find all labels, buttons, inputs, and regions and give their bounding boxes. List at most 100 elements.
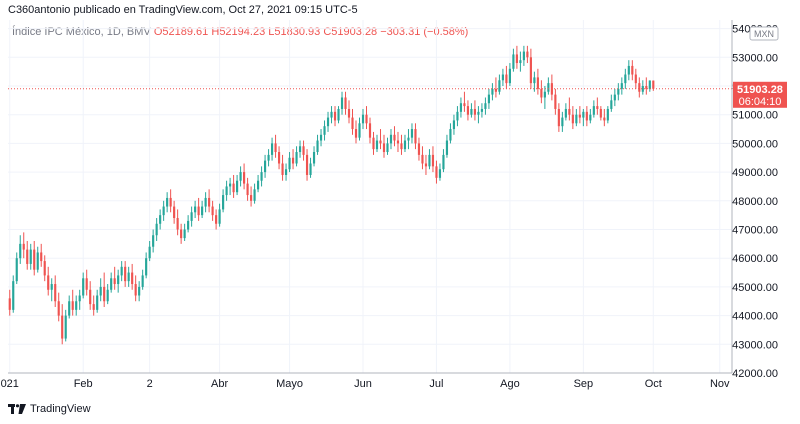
candle <box>589 108 592 124</box>
candle <box>400 134 403 155</box>
candle <box>145 252 148 279</box>
candle <box>417 137 421 161</box>
candle <box>155 218 158 241</box>
candle-body <box>337 108 340 121</box>
candle-body <box>540 88 543 98</box>
candle-body <box>204 197 207 207</box>
candle-body <box>162 206 165 216</box>
candle <box>236 174 239 196</box>
candle <box>29 243 32 270</box>
candle <box>159 209 162 230</box>
price-tick-label: 50000.00 <box>732 138 778 150</box>
candle <box>620 77 623 95</box>
candle-body <box>473 108 477 115</box>
currency-badge[interactable]: MXN <box>749 26 779 41</box>
candle <box>295 146 298 167</box>
candle <box>396 131 400 153</box>
candle-body <box>515 54 518 64</box>
price-axis: 42000.00 43000.00 44000.00 45000.00 46000.00… <box>732 24 778 380</box>
candle <box>449 123 452 144</box>
candle-body <box>498 80 501 92</box>
last-price-value: 51903.28 <box>737 84 783 96</box>
candle <box>197 197 200 221</box>
candle <box>393 126 396 147</box>
candle <box>19 235 22 264</box>
candle-body <box>613 94 616 101</box>
time-tick-label: Mayo <box>276 378 303 390</box>
candle-body <box>606 108 609 121</box>
price-tick-label: 46000.00 <box>732 253 778 265</box>
candle-body <box>599 108 602 118</box>
candle-body <box>417 143 421 155</box>
candle-body <box>526 51 529 58</box>
candle-body <box>183 229 186 239</box>
candle <box>536 68 539 95</box>
candle-body <box>12 281 15 310</box>
candle <box>445 134 449 158</box>
candle-body <box>428 154 431 167</box>
candle-body <box>564 108 567 118</box>
candle-body <box>305 154 309 175</box>
candle <box>351 108 354 135</box>
candle-body <box>354 129 358 138</box>
candle-body <box>270 143 274 155</box>
candle <box>641 80 644 95</box>
candle <box>575 108 578 127</box>
candle-body <box>435 166 438 178</box>
candle-body <box>249 195 253 201</box>
candle-body <box>393 134 396 141</box>
candle <box>312 146 316 167</box>
candle <box>508 63 511 87</box>
candle-body <box>103 286 106 302</box>
candle <box>347 100 351 124</box>
candle <box>82 272 85 299</box>
candle-body <box>358 123 361 138</box>
candle <box>85 269 88 296</box>
candle <box>638 77 641 98</box>
footer-brand[interactable]: TradingView <box>8 403 91 415</box>
time-axis: 021 Feb 2 Abr Mayo Jun Jul Ago Sep Oct Nov <box>1 378 730 390</box>
candle-body <box>452 120 456 130</box>
candle <box>120 261 123 282</box>
candle-body <box>50 284 53 290</box>
candle-body <box>316 140 319 153</box>
candle <box>519 51 522 72</box>
candle <box>410 123 414 144</box>
price-tick-label: 42000.00 <box>732 368 778 380</box>
candle-body <box>82 278 85 296</box>
candle-body <box>407 137 410 141</box>
candle <box>222 189 225 213</box>
time-tick-label: Abr <box>211 378 228 390</box>
candle-body <box>36 252 39 270</box>
candle-body <box>92 304 95 310</box>
candle <box>239 166 242 187</box>
candle <box>281 154 284 181</box>
candle-body <box>176 218 179 230</box>
candle <box>270 137 274 161</box>
candle-body <box>211 206 214 216</box>
candle-body <box>480 108 484 112</box>
open-label: O <box>153 26 163 38</box>
candle <box>337 106 340 124</box>
candle <box>260 166 263 187</box>
candle <box>599 106 602 121</box>
candle-body <box>302 146 305 155</box>
candle <box>127 266 130 287</box>
candle-body <box>208 197 211 207</box>
candle-body <box>372 137 375 150</box>
candle-body <box>634 74 637 84</box>
candle-body <box>197 206 200 216</box>
candle <box>487 88 491 109</box>
candle <box>326 111 330 132</box>
candle <box>75 295 78 316</box>
candle <box>512 48 515 72</box>
candle <box>298 140 302 158</box>
time-tick-label: Nov <box>710 378 730 390</box>
candle <box>365 106 368 130</box>
candle-body <box>501 74 504 81</box>
candle-body <box>361 114 365 124</box>
candle-body <box>375 140 379 150</box>
time-tick-label: 021 <box>1 378 19 390</box>
candle-body <box>152 235 155 247</box>
